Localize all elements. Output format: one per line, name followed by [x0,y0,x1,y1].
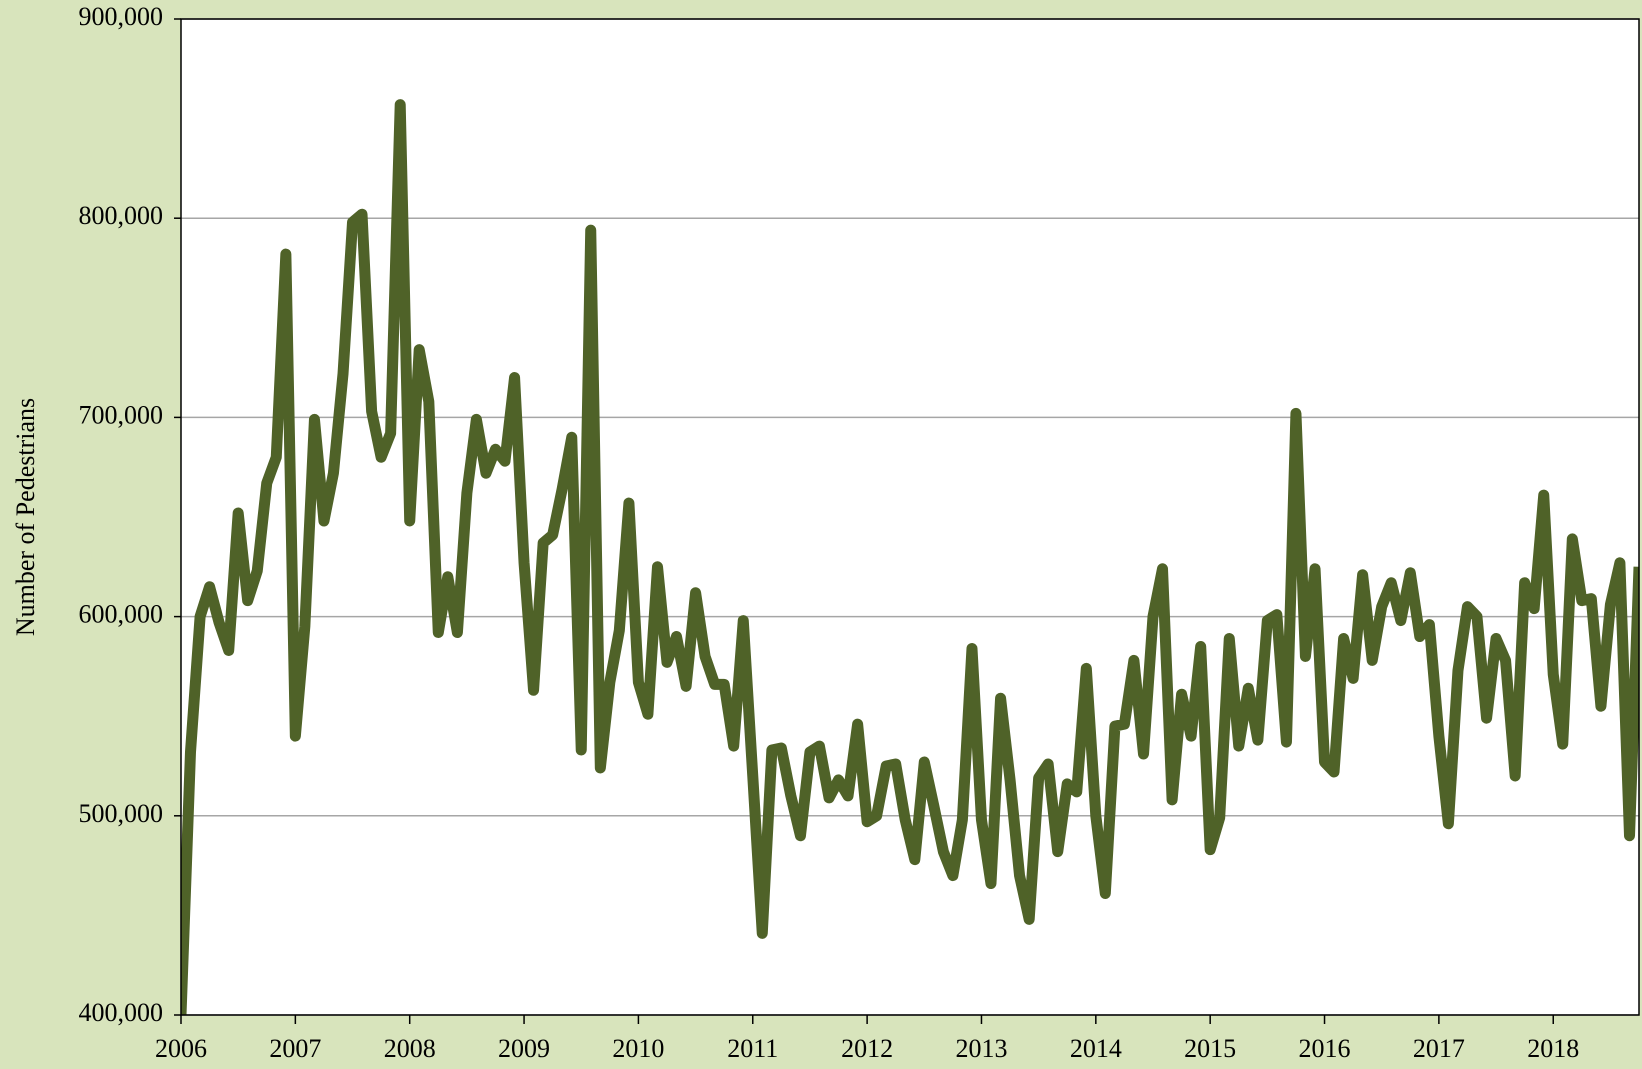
x-tick-label: 2008 [384,1034,436,1063]
x-tick-label: 2013 [955,1034,1007,1063]
x-tick-label: 2016 [1299,1034,1351,1063]
x-tick-label: 2014 [1070,1034,1122,1063]
x-tick-label: 2010 [612,1034,664,1063]
y-tick-label: 700,000 [79,400,164,429]
x-tick-label: 2012 [841,1034,893,1063]
series [181,99,1639,1015]
plot-frame [180,18,1640,1016]
y-tick-label: 600,000 [79,600,164,629]
x-tick-label: 2009 [498,1034,550,1063]
y-tick-label: 900,000 [79,2,164,31]
x-tick-label: 2018 [1527,1034,1579,1063]
y-tick-label: 800,000 [79,201,164,230]
x-tick-label: 2011 [727,1034,778,1063]
x-tick-label: 2017 [1413,1034,1465,1063]
x-tick-label: 2006 [155,1034,207,1063]
y-axis-label: Number of Pedestrians [11,398,40,636]
y-tick-label: 400,000 [79,998,164,1027]
data-line [181,99,1639,1015]
y-tick-label: 500,000 [79,799,164,828]
x-tick-label: 2007 [269,1034,321,1063]
x-tick-label: 2015 [1184,1034,1236,1063]
